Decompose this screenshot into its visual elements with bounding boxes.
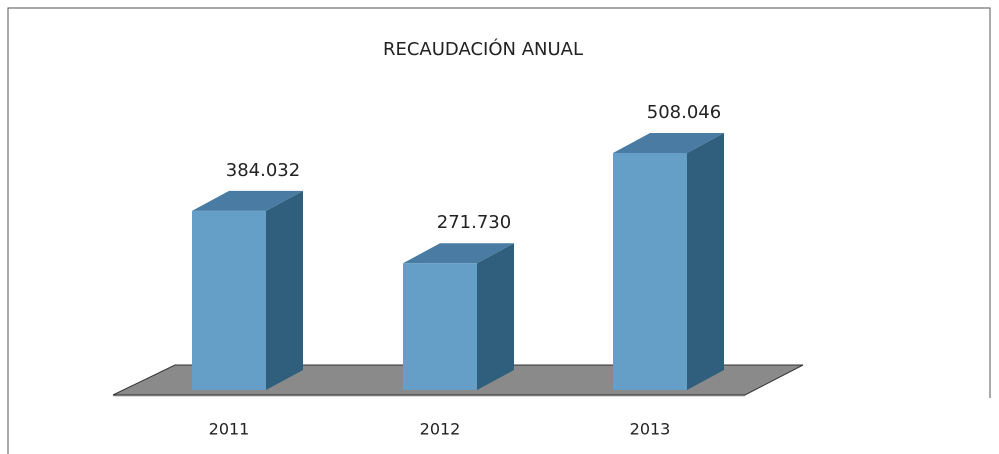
bar-side xyxy=(687,133,724,390)
bar-side xyxy=(477,243,514,390)
chart-title: RECAUDACIÓN ANUAL xyxy=(383,38,583,60)
bar xyxy=(403,263,477,390)
frame xyxy=(7,7,991,454)
bar-side xyxy=(266,190,303,390)
bar xyxy=(613,153,687,390)
bar xyxy=(192,210,266,390)
value-label: 384.032 xyxy=(226,160,300,181)
x-tick-label: 2011 xyxy=(209,420,250,439)
bar-top xyxy=(192,190,303,211)
bar-top xyxy=(403,243,514,264)
x-tick-label: 2012 xyxy=(420,420,461,439)
value-label: 508.046 xyxy=(647,102,721,123)
bar-top xyxy=(613,133,724,153)
x-tick-label: 2013 xyxy=(630,420,671,439)
value-label: 271.730 xyxy=(437,212,511,233)
